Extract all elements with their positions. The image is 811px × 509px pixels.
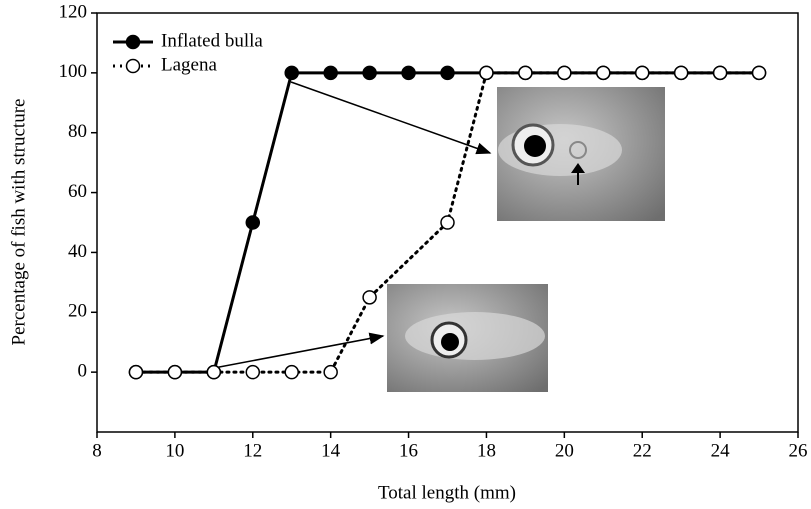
legend-marker [125, 58, 141, 74]
photo-lower [387, 284, 548, 392]
data-point [128, 364, 144, 380]
x-tick-label: 26 [789, 440, 808, 461]
x-tick-label: 16 [399, 440, 418, 461]
y-tick-label: 80 [68, 121, 87, 142]
data-point [596, 65, 611, 81]
data-point [751, 65, 767, 81]
y-tick-label: 100 [59, 61, 88, 82]
photo-upper [497, 87, 665, 221]
arrow [213, 332, 385, 369]
y-tick-label: 120 [59, 1, 88, 22]
data-point [206, 364, 222, 380]
data-point [362, 65, 377, 81]
data-point [673, 65, 689, 81]
data-point [518, 65, 533, 81]
data-point [479, 65, 494, 81]
x-axis-label: Total length (mm) [378, 482, 516, 503]
y-tick-label: 20 [68, 301, 87, 322]
series-line [134, 71, 761, 374]
x-tick-label: 20 [555, 440, 574, 461]
data-point [284, 65, 299, 81]
x-tick-label: 18 [477, 440, 496, 461]
legend-label: Inflated bulla [161, 30, 263, 51]
data-point [557, 65, 572, 81]
data-point [245, 215, 261, 230]
data-point [712, 65, 728, 81]
x-tick-label: 8 [92, 440, 102, 461]
data-point [440, 215, 455, 230]
arrow [290, 81, 492, 155]
y-tick-label: 60 [68, 181, 87, 202]
legend-label: Lagena [161, 54, 217, 75]
data-point [245, 364, 261, 380]
data-point [362, 290, 377, 305]
y-tick-label: 0 [78, 361, 88, 382]
plot-frame [96, 12, 799, 433]
data-point [323, 65, 338, 81]
legend-marker [125, 34, 141, 50]
data-point [167, 364, 183, 380]
x-tick-label: 22 [633, 440, 652, 461]
data-point [634, 65, 650, 81]
data-point [323, 364, 338, 380]
y-tick-label: 40 [68, 241, 87, 262]
data-point [401, 65, 416, 81]
x-tick-label: 24 [711, 440, 731, 461]
data-point [440, 65, 455, 81]
x-tick-label: 14 [321, 440, 341, 461]
y-axis-label: Percentage of fish with structure [8, 99, 29, 346]
x-tick-label: 12 [243, 440, 262, 461]
x-tick-label: 10 [165, 440, 184, 461]
data-point [284, 364, 299, 380]
